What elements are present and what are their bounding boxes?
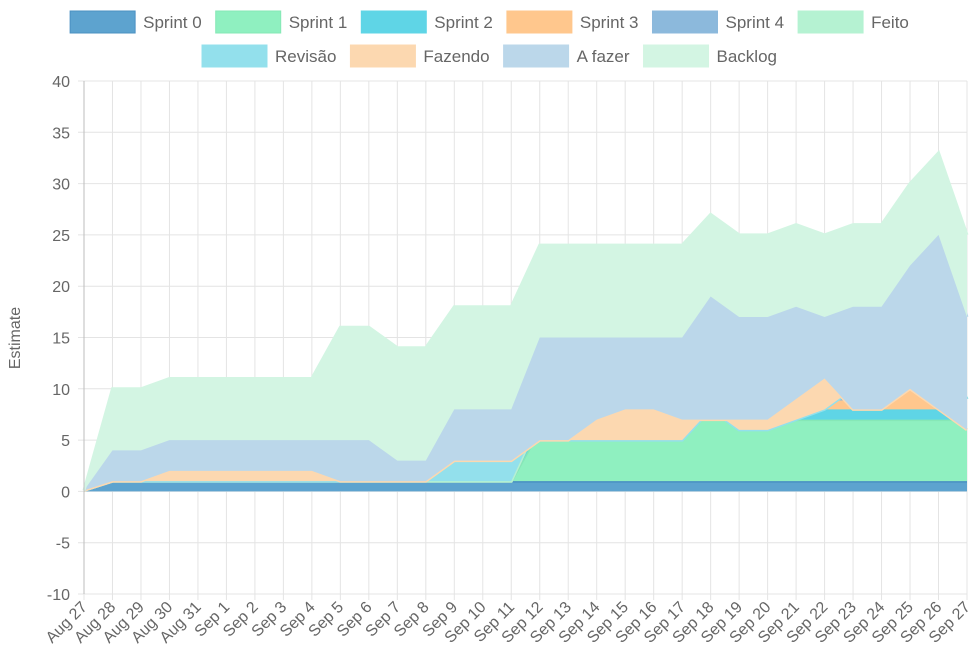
legend-item-sprint-1-swatch <box>215 10 282 34</box>
series-backlog-line <box>82 149 969 491</box>
legend-item-fazendo-swatch <box>349 44 416 68</box>
legend-item-sprint-1-label: Sprint 1 <box>289 13 348 32</box>
y-tick-label: 30 <box>52 177 70 194</box>
y-tick-label: -10 <box>47 587 70 604</box>
y-tick-label: 0 <box>61 484 70 501</box>
legend-item-backlog-label: Backlog <box>717 47 777 66</box>
legend-item-revisao[interactable]: Revisão <box>201 44 336 68</box>
legend-item-fazendo[interactable]: Fazendo <box>349 44 490 68</box>
legend-item-feito-swatch <box>797 10 864 34</box>
legend-item-revisao-swatch <box>201 44 268 68</box>
legend: Sprint 0 Sprint 1 Sprint 2 Sprint 3 Sprint 4… <box>69 10 909 68</box>
legend-item-sprint-0-label: Sprint 0 <box>143 13 202 32</box>
legend-item-fazendo-label: Fazendo <box>423 47 489 66</box>
series-areas <box>82 149 969 492</box>
legend-item-sprint-2-swatch <box>360 10 427 34</box>
y-axis-title: Estimate <box>7 307 24 369</box>
legend-item-backlog-swatch <box>643 44 710 68</box>
legend-item-sprint-4[interactable]: Sprint 4 <box>651 10 784 34</box>
legend-item-a-fazer[interactable]: A fazer <box>503 44 630 68</box>
series-a-fazer-area <box>84 234 967 491</box>
legend-item-sprint-2-label: Sprint 2 <box>434 13 493 32</box>
series-sprint-0-area <box>84 481 967 492</box>
legend-item-feito-label: Feito <box>871 13 909 32</box>
y-tick-label: 40 <box>52 74 70 91</box>
legend-item-sprint-3-swatch <box>506 10 573 34</box>
series-fazendo-area <box>84 337 967 491</box>
legend-item-sprint-3-label: Sprint 3 <box>580 13 639 32</box>
y-tick-label: -5 <box>56 536 70 553</box>
series-sprint-1-area <box>84 419 967 491</box>
y-tick-label: 35 <box>52 125 70 142</box>
y-tick-label: 15 <box>52 331 70 348</box>
y-tick-label: 25 <box>52 228 70 245</box>
legend-item-sprint-0[interactable]: Sprint 0 <box>69 10 202 34</box>
y-tick-label: 20 <box>52 279 70 296</box>
legend-item-sprint-4-label: Sprint 4 <box>725 13 784 32</box>
legend-item-backlog[interactable]: Backlog <box>643 44 777 68</box>
legend-item-a-fazer-swatch <box>503 44 570 68</box>
legend-item-a-fazer-label: A fazer <box>577 47 630 66</box>
legend-item-sprint-0-swatch <box>69 10 136 34</box>
legend-item-sprint-1[interactable]: Sprint 1 <box>215 10 348 34</box>
series-backlog-area <box>84 152 967 491</box>
legend-item-sprint-4-swatch <box>651 10 718 34</box>
y-tick-label: 5 <box>61 433 70 450</box>
legend-item-feito[interactable]: Feito <box>797 10 909 34</box>
legend-item-sprint-2[interactable]: Sprint 2 <box>360 10 493 34</box>
y-tick-label: 10 <box>52 382 70 399</box>
legend-item-revisao-label: Revisão <box>275 47 336 66</box>
legend-item-sprint-3[interactable]: Sprint 3 <box>506 10 639 34</box>
